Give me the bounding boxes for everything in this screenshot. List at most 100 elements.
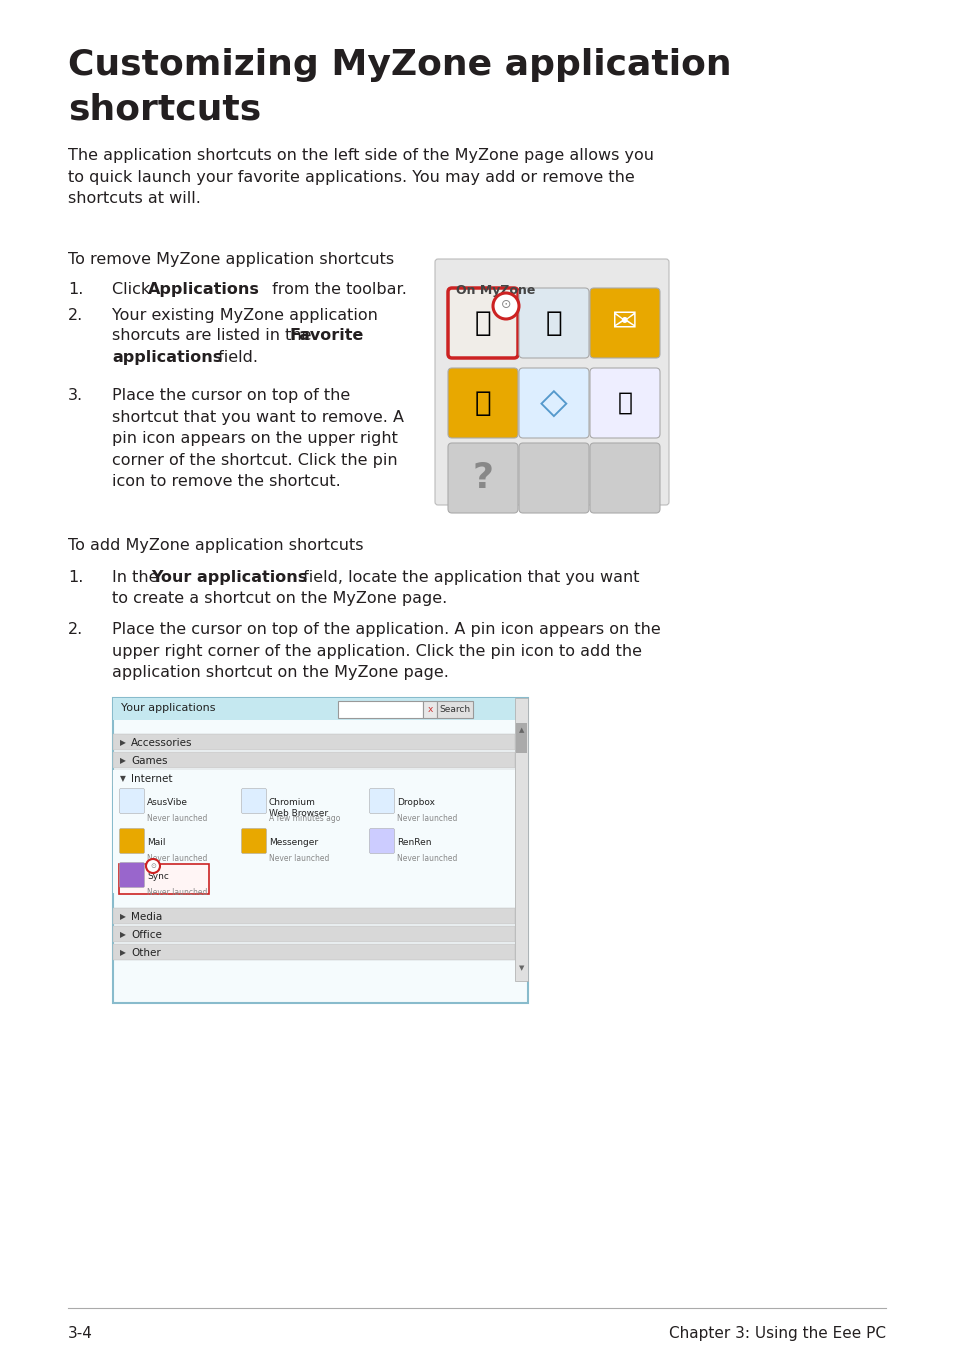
Text: field, locate the application that you want: field, locate the application that you w…	[297, 570, 639, 585]
FancyBboxPatch shape	[435, 259, 668, 505]
Text: Office: Office	[131, 930, 162, 940]
Text: Accessories: Accessories	[131, 738, 193, 748]
Bar	[112, 769, 515, 786]
Text: Media: Media	[131, 912, 162, 921]
FancyBboxPatch shape	[448, 442, 517, 513]
Text: AsusVibe: AsusVibe	[147, 798, 188, 807]
Bar	[516, 723, 526, 753]
Text: Place the cursor on top of the
shortcut that you want to remove. A
pin icon appe: Place the cursor on top of the shortcut …	[112, 388, 403, 490]
Text: applications: applications	[112, 350, 222, 365]
Text: Chapter 3: Using the Eee PC: Chapter 3: Using the Eee PC	[668, 1326, 885, 1341]
Text: 2.: 2.	[68, 622, 83, 636]
Bar	[337, 702, 422, 718]
FancyBboxPatch shape	[119, 788, 144, 813]
Text: ◇: ◇	[539, 385, 567, 421]
Bar	[112, 944, 515, 959]
Text: Customizing MyZone application: Customizing MyZone application	[68, 47, 731, 81]
Text: 2.: 2.	[68, 308, 83, 323]
Text: Games: Games	[131, 756, 168, 765]
Text: To add MyZone application shortcuts: To add MyZone application shortcuts	[68, 537, 363, 554]
Text: ⛵: ⛵	[617, 391, 632, 415]
Text: Your applications: Your applications	[151, 570, 307, 585]
FancyBboxPatch shape	[241, 788, 266, 813]
Bar	[422, 702, 436, 718]
Text: ⊙: ⊙	[150, 863, 155, 868]
Text: Sync: Sync	[147, 873, 169, 881]
Circle shape	[146, 859, 160, 873]
Text: Never launched: Never launched	[147, 814, 207, 822]
Text: In the: In the	[112, 570, 164, 585]
FancyBboxPatch shape	[589, 442, 659, 513]
Text: 👥: 👥	[475, 389, 491, 417]
Bar	[112, 697, 527, 721]
FancyBboxPatch shape	[448, 368, 517, 438]
FancyBboxPatch shape	[369, 788, 395, 813]
Text: Mail: Mail	[147, 839, 165, 847]
Text: Never launched: Never launched	[269, 854, 329, 863]
Bar	[112, 752, 515, 768]
Text: ▶: ▶	[120, 949, 126, 957]
Text: ▼: ▼	[518, 965, 524, 972]
Text: ▲: ▲	[518, 727, 524, 733]
Text: ▶: ▶	[120, 738, 126, 746]
Text: ▶: ▶	[120, 912, 126, 921]
FancyBboxPatch shape	[369, 829, 395, 854]
Text: Click: Click	[112, 282, 155, 297]
FancyBboxPatch shape	[518, 442, 588, 513]
Text: shortcuts: shortcuts	[68, 92, 261, 126]
Text: Applications: Applications	[148, 282, 259, 297]
Circle shape	[493, 293, 518, 319]
Text: Dropbox: Dropbox	[396, 798, 435, 807]
Text: 🌐: 🌐	[545, 309, 561, 337]
Bar	[112, 734, 515, 750]
Text: RenRen: RenRen	[396, 839, 431, 847]
FancyBboxPatch shape	[241, 829, 266, 854]
Text: On MyZone: On MyZone	[456, 284, 535, 297]
Text: ✉: ✉	[612, 308, 638, 338]
FancyBboxPatch shape	[589, 368, 659, 438]
Text: Internet: Internet	[131, 773, 172, 784]
Text: Never launched: Never launched	[396, 814, 456, 822]
Text: Favorite: Favorite	[290, 328, 364, 343]
Text: field.: field.	[213, 350, 257, 365]
Text: shorcuts are listed in the: shorcuts are listed in the	[112, 328, 316, 343]
Text: ?: ?	[472, 461, 493, 495]
FancyBboxPatch shape	[119, 829, 144, 854]
FancyBboxPatch shape	[518, 368, 588, 438]
Text: Your applications: Your applications	[121, 703, 215, 712]
Text: Your existing MyZone application: Your existing MyZone application	[112, 308, 377, 323]
Text: ▶: ▶	[120, 756, 126, 765]
Text: ⊙: ⊙	[500, 299, 511, 312]
FancyBboxPatch shape	[589, 288, 659, 358]
Bar	[112, 697, 527, 1003]
FancyBboxPatch shape	[518, 288, 588, 358]
Text: Other: Other	[131, 949, 161, 958]
Bar	[112, 925, 515, 942]
Text: Never launched: Never launched	[147, 854, 207, 863]
FancyBboxPatch shape	[448, 288, 517, 358]
Text: 1.: 1.	[68, 282, 83, 297]
Text: Chromium
Web Browser: Chromium Web Browser	[269, 798, 328, 818]
Text: ▼: ▼	[120, 773, 126, 783]
Text: 3-4: 3-4	[68, 1326, 92, 1341]
Text: x: x	[427, 704, 433, 714]
Text: The application shortcuts on the left side of the MyZone page allows you
to quic: The application shortcuts on the left si…	[68, 148, 654, 206]
Text: Search: Search	[439, 704, 470, 714]
Bar	[436, 702, 473, 718]
Bar	[112, 908, 515, 924]
Text: Place the cursor on top of the application. A pin icon appears on the
upper righ: Place the cursor on top of the applicati…	[112, 622, 660, 680]
Text: To remove MyZone application shortcuts: To remove MyZone application shortcuts	[68, 252, 394, 267]
Bar	[515, 697, 527, 981]
Text: Never launched: Never launched	[147, 887, 207, 897]
Text: 🖊: 🖊	[475, 309, 491, 337]
Text: Messenger: Messenger	[269, 839, 317, 847]
Text: Never launched: Never launched	[396, 854, 456, 863]
FancyBboxPatch shape	[119, 863, 144, 887]
Text: 1.: 1.	[68, 570, 83, 585]
Bar	[119, 864, 209, 894]
Text: from the toolbar.: from the toolbar.	[267, 282, 406, 297]
Text: to create a shortcut on the MyZone page.: to create a shortcut on the MyZone page.	[112, 592, 447, 607]
Text: 3.: 3.	[68, 388, 83, 403]
Text: A few minutes ago: A few minutes ago	[269, 814, 340, 822]
Text: ▶: ▶	[120, 930, 126, 939]
